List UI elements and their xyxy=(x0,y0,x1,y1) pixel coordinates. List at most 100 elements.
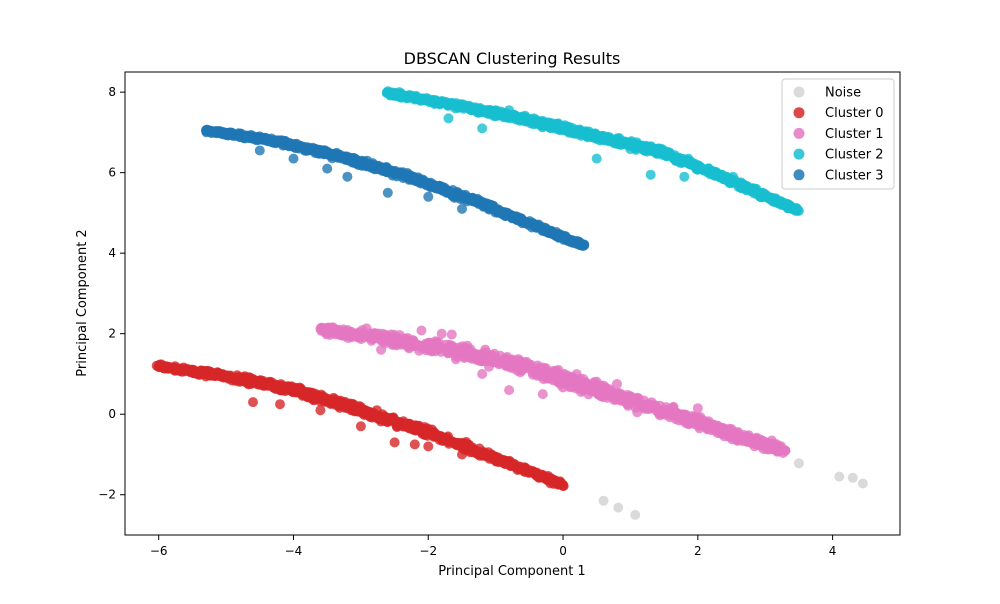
data-point xyxy=(457,449,467,460)
data-point xyxy=(546,227,557,238)
data-point xyxy=(389,437,400,448)
y-tick-label: 0 xyxy=(108,407,116,421)
data-point xyxy=(449,437,460,448)
data-point xyxy=(443,113,454,124)
data-point xyxy=(546,118,557,128)
data-point xyxy=(500,353,511,364)
legend: Noise Cluster 0 Cluster 1 Cluster 2 Cluster … xyxy=(781,78,895,190)
data-point xyxy=(834,471,845,482)
data-point xyxy=(293,385,304,396)
data-point xyxy=(692,403,703,414)
y-tick-label: −2 xyxy=(98,488,116,502)
data-point xyxy=(763,191,773,202)
data-point xyxy=(440,435,451,445)
y-tick-label: 4 xyxy=(108,246,116,260)
data-point xyxy=(632,392,643,403)
data-point xyxy=(537,389,548,400)
data-point xyxy=(504,105,515,116)
data-point xyxy=(735,431,746,442)
data-point xyxy=(402,172,413,182)
data-point xyxy=(384,165,394,176)
data-point xyxy=(584,130,595,141)
data-point xyxy=(603,385,614,396)
y-axis-label: Principal Component 2 xyxy=(75,229,90,376)
data-point xyxy=(382,87,393,98)
legend-label: Cluster 0 xyxy=(825,106,884,121)
data-point xyxy=(342,400,353,411)
x-axis-label: Principal Component 1 xyxy=(438,564,585,579)
data-point xyxy=(679,171,690,182)
data-point xyxy=(322,163,333,174)
data-point xyxy=(216,371,226,382)
data-point xyxy=(579,381,590,392)
data-point xyxy=(604,132,615,143)
data-point xyxy=(527,367,538,378)
data-point xyxy=(514,463,525,474)
data-point xyxy=(772,195,783,206)
data-point xyxy=(847,472,858,483)
x-tick-label: 4 xyxy=(829,544,837,558)
data-point xyxy=(333,400,344,411)
data-point xyxy=(289,139,300,150)
legend-label: Noise xyxy=(825,86,861,101)
data-point xyxy=(281,384,292,395)
data-point xyxy=(442,345,453,356)
data-point xyxy=(336,151,347,162)
data-point xyxy=(534,222,545,233)
data-point xyxy=(244,133,254,144)
data-point xyxy=(477,369,488,379)
data-point xyxy=(638,145,649,156)
data-point xyxy=(436,328,447,339)
data-point xyxy=(383,415,394,426)
data-point xyxy=(382,187,393,198)
data-point xyxy=(630,509,641,520)
data-point xyxy=(208,369,219,380)
data-point xyxy=(497,208,508,219)
data-point xyxy=(345,153,356,164)
y-tick-label: 2 xyxy=(108,327,116,341)
data-point xyxy=(254,134,265,145)
data-point xyxy=(342,171,353,182)
data-point xyxy=(780,445,791,456)
series-cluster-2 xyxy=(381,86,804,216)
data-point xyxy=(614,138,624,148)
data-point xyxy=(242,377,253,388)
data-point xyxy=(516,112,527,123)
data-point xyxy=(684,414,695,424)
data-point xyxy=(355,421,366,432)
legend-label: Cluster 3 xyxy=(825,168,884,183)
x-tick-label: 0 xyxy=(559,544,567,558)
y-tick-label: 6 xyxy=(108,166,116,180)
data-point xyxy=(450,103,461,114)
legend-marker xyxy=(793,148,805,160)
data-point xyxy=(749,436,760,446)
data-point xyxy=(376,344,387,355)
series-cluster-3 xyxy=(200,124,590,251)
data-point xyxy=(248,397,258,408)
data-point xyxy=(591,382,602,393)
x-tick-label: −4 xyxy=(285,544,303,558)
data-point xyxy=(435,184,446,195)
data-point xyxy=(416,325,427,336)
data-point xyxy=(645,169,656,180)
data-point xyxy=(334,325,345,336)
data-point xyxy=(539,363,550,374)
plot-frame xyxy=(124,71,901,536)
chart-title: DBSCAN Clustering Results xyxy=(404,49,621,68)
points-layer xyxy=(151,86,868,520)
data-point xyxy=(561,370,572,381)
data-point xyxy=(712,169,723,179)
data-point xyxy=(270,138,281,149)
data-point xyxy=(441,98,452,109)
data-point xyxy=(153,361,164,372)
data-point xyxy=(457,203,467,214)
data-point xyxy=(409,439,420,450)
data-point xyxy=(424,180,435,191)
legend-marker xyxy=(793,127,805,139)
data-point xyxy=(400,419,411,430)
data-point xyxy=(459,353,470,363)
data-point xyxy=(793,205,804,216)
data-point xyxy=(693,414,703,425)
